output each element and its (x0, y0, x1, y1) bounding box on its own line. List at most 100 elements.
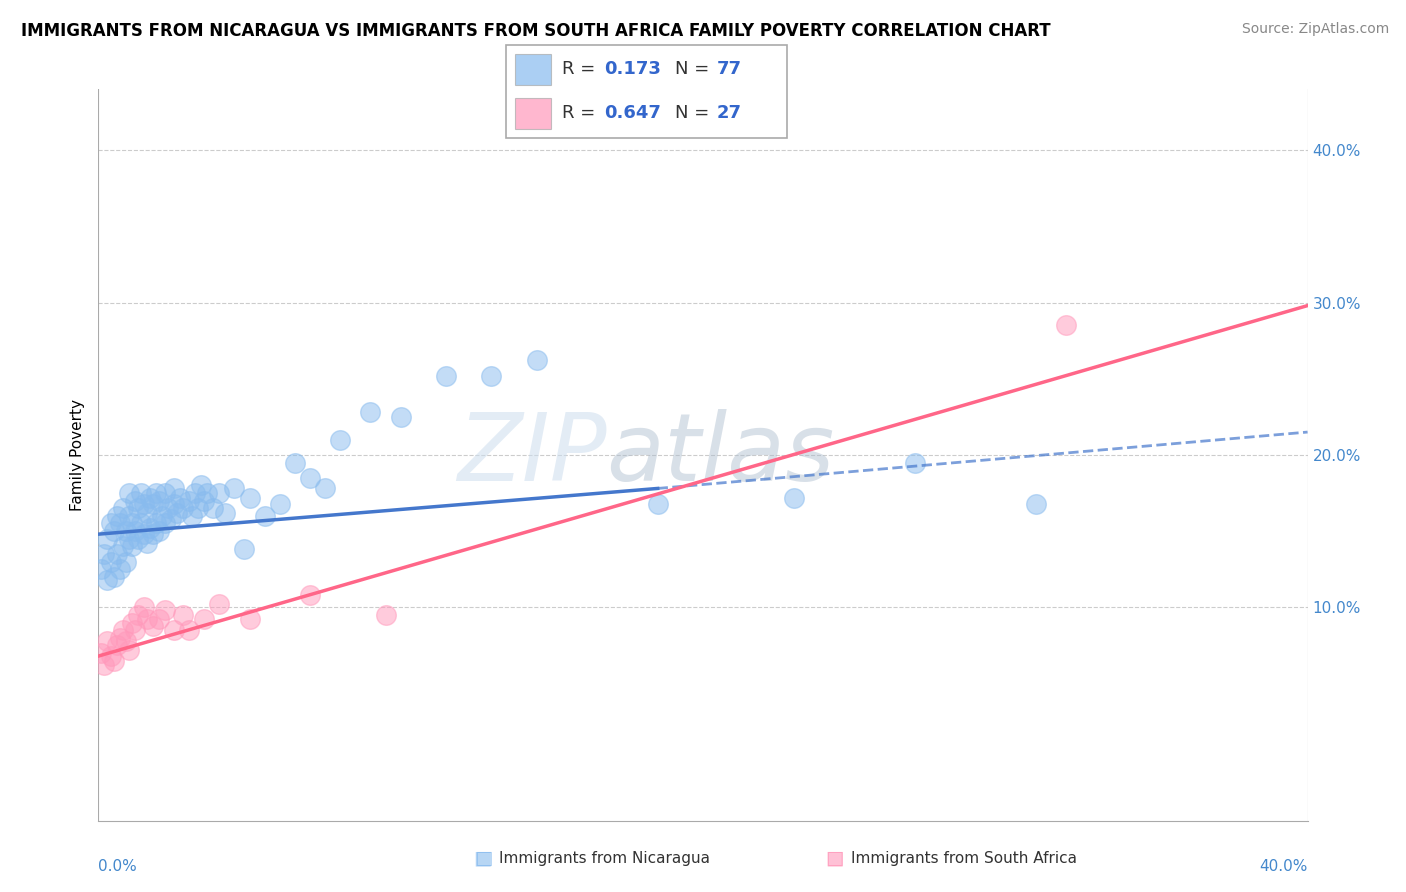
Point (108, 562, 131, 576)
Text: 0.647: 0.647 (605, 104, 661, 122)
Point (129, 486, 152, 500)
Point (163, 497, 186, 511)
Point (127, 607, 149, 622)
Point (124, 524, 146, 538)
Point (208, 597, 231, 611)
Point (121, 516, 143, 531)
Point (108, 631, 131, 645)
Point (208, 486, 231, 500)
Text: ZIP: ZIP (457, 409, 606, 500)
Point (111, 539, 134, 553)
Point (118, 508, 141, 523)
Point (172, 501, 194, 516)
Point (127, 532, 149, 546)
Point (153, 486, 176, 500)
Point (299, 588, 322, 602)
Bar (515, 98, 551, 129)
Point (150, 508, 173, 523)
Point (114, 633, 136, 648)
Point (181, 508, 204, 523)
Text: N =: N = (675, 104, 709, 122)
Point (132, 600, 155, 615)
Text: 77: 77 (717, 60, 742, 78)
Point (121, 539, 143, 553)
Point (142, 618, 165, 632)
Point (904, 456, 927, 470)
Point (118, 532, 141, 546)
Text: atlas: atlas (606, 409, 835, 500)
Point (184, 486, 207, 500)
Point (202, 501, 225, 516)
Point (129, 516, 152, 531)
Point (190, 478, 212, 492)
Point (172, 607, 194, 622)
Text: Source: ZipAtlas.com: Source: ZipAtlas.com (1241, 22, 1389, 37)
Point (135, 613, 157, 627)
Point (1054, 318, 1077, 333)
Text: 40.0%: 40.0% (1260, 859, 1308, 874)
Point (647, 497, 669, 511)
Point (148, 493, 170, 508)
Point (284, 456, 307, 470)
Point (160, 512, 183, 526)
Point (239, 491, 262, 505)
Point (105, 639, 128, 653)
Point (135, 506, 157, 520)
Point (105, 508, 128, 523)
Point (169, 491, 191, 505)
Text: R =: R = (562, 60, 596, 78)
Point (118, 643, 141, 657)
Point (114, 555, 136, 569)
Point (783, 491, 806, 505)
Point (93, 547, 115, 561)
Point (111, 623, 134, 637)
Text: R =: R = (562, 104, 596, 122)
Text: 0.173: 0.173 (605, 60, 661, 78)
Point (139, 491, 162, 505)
Point (166, 506, 188, 520)
Point (90, 562, 112, 576)
Point (253, 508, 276, 523)
Point (526, 353, 548, 368)
Point (121, 615, 143, 630)
Text: 0.0%: 0.0% (98, 859, 138, 874)
Text: Immigrants from South Africa: Immigrants from South Africa (851, 851, 1077, 865)
Point (90, 646, 112, 660)
Point (299, 471, 322, 485)
Point (195, 486, 218, 500)
Point (105, 547, 128, 561)
Point (153, 603, 176, 617)
Text: ■: ■ (474, 848, 492, 868)
Text: Immigrants from Nicaragua: Immigrants from Nicaragua (499, 851, 710, 865)
Point (96, 532, 118, 546)
Point (193, 613, 215, 627)
Point (142, 527, 165, 541)
Point (132, 497, 155, 511)
Point (214, 506, 236, 520)
Point (187, 501, 209, 516)
Point (124, 623, 146, 637)
Point (139, 521, 162, 535)
Point (103, 654, 125, 668)
Point (108, 516, 131, 531)
Point (96, 573, 118, 587)
Point (153, 516, 176, 531)
Point (100, 516, 122, 531)
Point (145, 516, 167, 531)
Point (329, 433, 352, 447)
Text: □: □ (474, 848, 492, 868)
Point (193, 493, 215, 508)
Text: N =: N = (675, 60, 709, 78)
Point (135, 536, 157, 550)
Point (434, 368, 457, 383)
Point (163, 482, 186, 496)
Text: □: □ (825, 848, 844, 868)
Point (142, 497, 165, 511)
Point (103, 524, 125, 538)
Bar (515, 54, 551, 85)
Point (224, 482, 246, 496)
Point (93, 658, 115, 673)
Text: ■: ■ (825, 848, 844, 868)
Point (148, 524, 170, 538)
Text: 27: 27 (717, 104, 742, 122)
